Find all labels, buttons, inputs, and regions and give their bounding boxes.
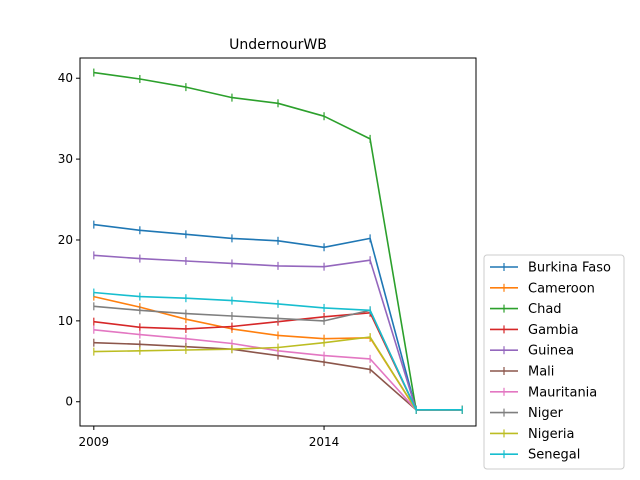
legend-label-nigeria: Nigeria bbox=[528, 427, 575, 442]
legend-label-chad: Chad bbox=[528, 302, 562, 317]
legend-label-mali: Mali bbox=[528, 365, 554, 380]
plot-area: 0 10 20 30 40 2009 2014 bbox=[58, 68, 463, 449]
x-tick-label: 2009 bbox=[79, 435, 110, 449]
y-tick-label: 0 bbox=[65, 395, 73, 409]
legend-label-niger: Niger bbox=[528, 406, 564, 421]
legend-box bbox=[483, 254, 625, 470]
chart-title: UndernourWB bbox=[229, 37, 327, 53]
legend: Burkina Faso Cameroon Chad Gambia Guinea Mali… bbox=[483, 254, 625, 470]
y-tick-label: 20 bbox=[58, 233, 73, 247]
legend-label-cameroon: Cameroon bbox=[528, 281, 595, 296]
y-tick-label: 10 bbox=[58, 314, 73, 328]
legend-label-gambia: Gambia bbox=[528, 323, 579, 338]
y-tick-label: 40 bbox=[58, 71, 73, 85]
x-tick-label: 2014 bbox=[309, 435, 340, 449]
legend-label-senegal: Senegal bbox=[528, 448, 580, 463]
legend-label-guinea: Guinea bbox=[528, 344, 574, 359]
legend-label-burkina-faso: Burkina Faso bbox=[528, 261, 611, 276]
y-tick-label: 30 bbox=[58, 152, 73, 166]
axes-frame bbox=[79, 57, 477, 427]
legend-label-mauritania: Mauritania bbox=[528, 385, 597, 400]
